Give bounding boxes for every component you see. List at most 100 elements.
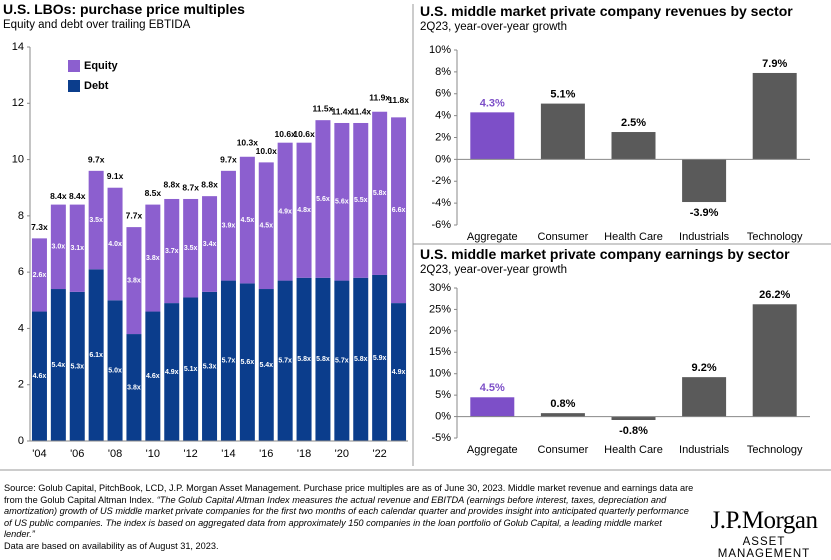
logo-name: J.P.Morgan (710, 507, 818, 534)
bar-segment (145, 204, 161, 312)
segment-label: 5.5x (354, 197, 368, 204)
bar (682, 377, 727, 417)
segment-label: 5.4x (52, 362, 66, 369)
bar-segment (315, 277, 331, 441)
bar-segment (391, 117, 407, 304)
bar-segment (50, 204, 66, 290)
y-tick-label: 4 (18, 322, 24, 334)
segment-label: 3.4x (203, 241, 217, 248)
value-label: 0.8% (550, 398, 575, 410)
chart-title: U.S. middle market private company reven… (420, 3, 793, 19)
total-label: 11.9x (369, 92, 390, 102)
x-tick-label: Technology (747, 231, 803, 243)
bar-segment (391, 303, 407, 441)
segment-label: 4.9x (278, 208, 292, 215)
total-label: 8.4x (50, 191, 67, 201)
note: Data are based on availability as of Aug… (4, 540, 219, 551)
segment-label: 3.8x (127, 277, 141, 284)
total-label: 11.8x (388, 95, 409, 105)
segment-label: 5.6x (316, 196, 330, 203)
chart-title: U.S. middle market private company earni… (420, 246, 790, 262)
x-tick-label: Aggregate (467, 444, 518, 456)
y-tick-label: 10 (12, 153, 24, 165)
segment-label: 3.0x (52, 244, 66, 251)
total-label: 9.7x (220, 154, 237, 164)
value-label: -0.8% (619, 425, 648, 437)
bar-segment (183, 297, 199, 441)
bar-segment (334, 122, 350, 281)
segment-label: 2.6x (33, 272, 47, 279)
bar (470, 397, 515, 417)
y-tick-label: 8% (435, 66, 451, 78)
total-label: 8.8x (201, 180, 218, 190)
segment-label: 5.8x (373, 190, 387, 197)
bar-segment (183, 198, 199, 298)
bar-segment (107, 187, 123, 301)
segment-label: 5.6x (335, 199, 349, 206)
segment-label: 6.1x (89, 352, 103, 359)
bar (752, 72, 797, 160)
x-tick-label: '04 (32, 448, 46, 460)
bar-segment (296, 142, 312, 278)
chart-title: U.S. LBOs: purchase price multiples (3, 1, 245, 17)
segment-label: 4.5x (241, 217, 255, 224)
y-tick-label: 12 (12, 97, 24, 109)
bar-segment (258, 162, 274, 290)
y-tick-label: -5% (431, 432, 451, 444)
bar (611, 132, 656, 160)
segment-label: 4.6x (33, 373, 47, 380)
bar (540, 413, 585, 417)
segment-label: 5.7x (278, 358, 292, 365)
segment-label: 4.6x (146, 373, 160, 380)
total-label: 10.3x (237, 137, 259, 147)
bar-segment (88, 170, 104, 270)
value-label: 26.2% (759, 289, 790, 301)
y-tick-label: 0 (18, 435, 24, 447)
value-label: -3.9% (690, 207, 719, 219)
bar-segment (88, 269, 104, 441)
bar-segment (277, 142, 293, 281)
x-tick-label: Industrials (679, 444, 730, 456)
bar-segment (31, 311, 47, 441)
y-tick-label: 0% (435, 410, 451, 422)
segment-label: 5.7x (222, 358, 236, 365)
bar-segment (353, 122, 369, 278)
y-tick-label: 10% (429, 44, 451, 56)
bar-segment (31, 238, 47, 312)
segment-label: 4.5x (259, 223, 273, 230)
y-tick-label: 20% (429, 325, 451, 337)
legend-swatch (68, 60, 80, 72)
source: Source: Golub Capital, PitchBook, LCD, J… (4, 483, 694, 505)
total-label: 7.3x (31, 222, 48, 232)
x-tick-label: Technology (747, 444, 803, 456)
segment-label: 5.3x (203, 363, 217, 370)
y-tick-label: 14 (12, 41, 24, 53)
segment-label: 3.5x (89, 217, 103, 224)
total-label: 10.6x (293, 129, 315, 139)
y-tick-label: -2% (431, 175, 451, 187)
bar-segment (315, 120, 331, 278)
bar-segment (372, 274, 388, 441)
x-tick-label: '10 (146, 448, 160, 460)
x-tick-label: '18 (297, 448, 311, 460)
segment-label: 5.6x (241, 359, 255, 366)
y-tick-label: 5% (435, 389, 451, 401)
bar-segment (126, 334, 142, 441)
segment-label: 5.8x (316, 356, 330, 363)
bar (540, 103, 585, 160)
legend-label: Debt (84, 80, 109, 92)
total-label: 7.7x (126, 211, 143, 221)
x-tick-label: '08 (108, 448, 122, 460)
segment-label: 3.7x (165, 248, 179, 255)
logo: J.P.Morgan ASSET MANAGEMENT (700, 507, 828, 560)
x-tick-label: Consumer (538, 444, 589, 456)
total-label: 8.8x (163, 180, 180, 190)
x-tick-label: '16 (259, 448, 273, 460)
y-tick-label: 2% (435, 131, 451, 143)
bar-segment (164, 198, 180, 304)
bar-segment (239, 156, 255, 284)
segment-label: 5.7x (335, 358, 349, 365)
bar (682, 159, 727, 203)
y-tick-label: 2 (18, 379, 24, 391)
y-tick-label: -6% (431, 219, 451, 231)
